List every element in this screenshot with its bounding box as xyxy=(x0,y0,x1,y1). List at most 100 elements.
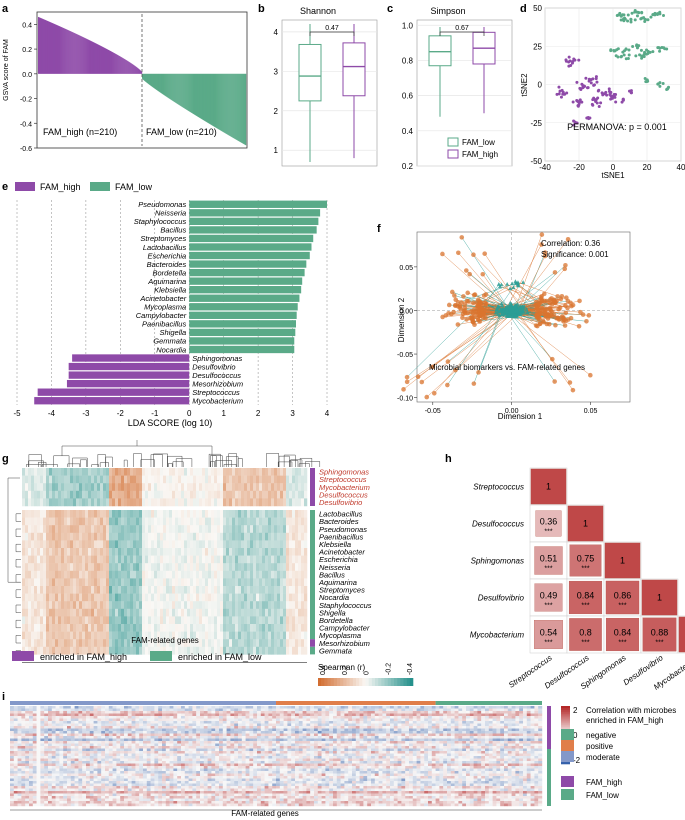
heat-cell xyxy=(181,483,185,492)
heat-cell xyxy=(208,468,212,476)
point xyxy=(627,53,631,57)
heat-cell xyxy=(93,738,98,742)
heat-cell xyxy=(70,510,74,518)
heat-cell xyxy=(151,608,155,617)
heat-cell xyxy=(82,601,86,610)
heat-cell xyxy=(78,738,83,742)
heat-cell xyxy=(190,639,194,648)
bar-low xyxy=(219,73,220,130)
heat-cell xyxy=(220,490,224,499)
heat-cell xyxy=(79,586,83,594)
heat-cell xyxy=(74,716,79,719)
heat-cell xyxy=(89,728,94,732)
heat-cell xyxy=(190,483,194,492)
heat-cell xyxy=(124,490,128,499)
heat-cell xyxy=(265,608,269,617)
heat-cell xyxy=(40,738,45,742)
heat-cell xyxy=(187,498,191,507)
heat-cell xyxy=(40,746,45,749)
heat-cell xyxy=(97,706,102,709)
heat-cell xyxy=(106,639,110,648)
heat-cell xyxy=(21,738,26,742)
heat-cell xyxy=(37,563,41,572)
heat-cell xyxy=(205,608,209,617)
heat-cell xyxy=(142,555,146,564)
heat-cell xyxy=(67,728,71,732)
bar-high xyxy=(105,48,107,74)
heat-cell xyxy=(34,586,38,594)
bar-high xyxy=(125,59,127,74)
heat-cell xyxy=(298,517,302,526)
heat-cell xyxy=(51,731,56,734)
heat-cell xyxy=(115,525,119,534)
heat-cell xyxy=(37,570,41,579)
heat-cell xyxy=(121,563,125,572)
heat-cell xyxy=(97,786,102,789)
heat-cell xyxy=(298,510,302,518)
point xyxy=(615,48,619,52)
heat-cell xyxy=(36,751,41,754)
heat-cell xyxy=(10,778,14,782)
bar-high xyxy=(53,23,55,74)
heat-cell xyxy=(17,798,22,802)
heat-cell xyxy=(169,532,173,541)
heat-cell xyxy=(64,483,68,492)
bar-low xyxy=(222,73,224,132)
heat-cell xyxy=(52,490,56,499)
heat-cell xyxy=(106,483,110,492)
point xyxy=(653,13,657,17)
heat-cell xyxy=(70,788,75,792)
heat-cell xyxy=(232,616,236,625)
colorbar-step xyxy=(324,678,328,686)
heat-cell xyxy=(178,563,182,572)
heat-cell xyxy=(63,766,68,769)
heat-cell xyxy=(229,631,233,640)
heat-cell xyxy=(25,776,30,779)
heat-cell xyxy=(130,498,134,507)
heat-cell xyxy=(151,616,155,625)
heat-cell xyxy=(82,783,87,787)
heat-cell xyxy=(193,510,197,518)
heat-cell xyxy=(157,555,161,564)
point xyxy=(540,318,546,324)
heat-cell xyxy=(10,793,14,797)
heat-cell xyxy=(229,639,233,648)
heat-cell xyxy=(211,540,215,549)
cell-stars: *** xyxy=(544,566,552,573)
point xyxy=(616,55,620,59)
heat-cell xyxy=(271,578,275,587)
heat-cell xyxy=(160,570,164,579)
heat-cell xyxy=(97,771,102,774)
bar-low xyxy=(161,73,163,94)
heat-cell xyxy=(148,563,152,572)
heat-cell xyxy=(304,548,308,556)
heat-cell xyxy=(277,490,281,499)
heat-cell xyxy=(29,713,33,717)
heat-cell xyxy=(220,608,224,617)
heat-cell xyxy=(259,624,263,632)
heat-cell xyxy=(178,616,182,625)
heat-cell xyxy=(70,773,75,777)
heat-cell xyxy=(292,548,296,556)
heat-cell xyxy=(103,608,107,617)
heat-cell xyxy=(127,616,131,625)
heat-cell xyxy=(22,586,26,594)
ytick-label: -50 xyxy=(530,157,542,166)
triangle xyxy=(515,308,520,313)
bar-high xyxy=(111,51,113,74)
heat-cell xyxy=(25,718,30,722)
heat-cell xyxy=(101,716,106,719)
colorbar-tick: 0.2 xyxy=(342,665,349,675)
heat-cell xyxy=(93,768,98,772)
heat-cell xyxy=(78,803,83,807)
heat-cell xyxy=(295,563,299,572)
panel-a-ylabel: GSVA score of FAM xyxy=(3,39,10,101)
heat-cell xyxy=(13,788,18,792)
point xyxy=(453,367,458,373)
heat-cell xyxy=(262,555,266,564)
heat-cell xyxy=(44,711,49,714)
heat-cell xyxy=(13,718,18,722)
heat-cell xyxy=(91,525,95,534)
heat-cell xyxy=(136,639,140,648)
bar-high xyxy=(88,39,90,74)
